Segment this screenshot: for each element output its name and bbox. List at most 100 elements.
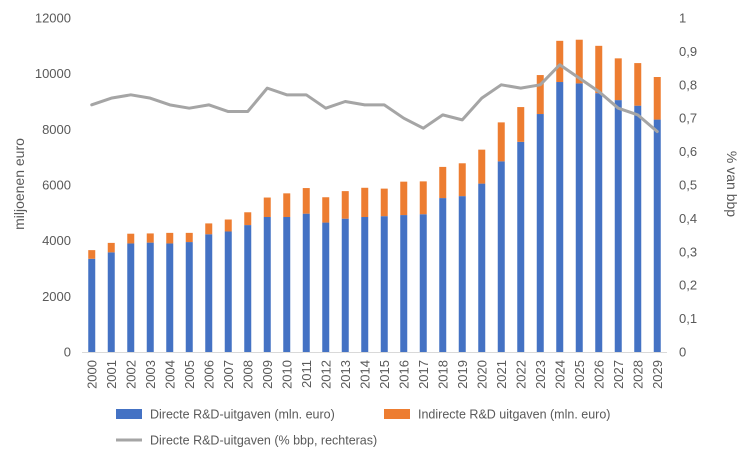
x-tick-label: 2011 bbox=[299, 360, 314, 388]
bar-indirect bbox=[614, 58, 622, 101]
plot-area: 02000400060008000100001200000,10,20,30,4… bbox=[35, 11, 697, 389]
bar-direct bbox=[400, 215, 408, 352]
x-tick-label: 2015 bbox=[377, 360, 392, 389]
x-tick-label: 2019 bbox=[455, 360, 470, 389]
bar-direct bbox=[341, 218, 349, 352]
y-axis-title: miljoenen euro bbox=[11, 138, 27, 230]
x-tick-label: 2004 bbox=[162, 360, 177, 389]
bar-indirect bbox=[497, 122, 505, 162]
bar-direct bbox=[634, 105, 642, 352]
bar-indirect bbox=[595, 45, 603, 94]
x-tick-label: 2013 bbox=[338, 360, 353, 389]
x-tick-label: 2001 bbox=[104, 360, 119, 389]
legend-label: Directe R&D-uitgaven (% bbp, rechteras) bbox=[150, 434, 377, 448]
y-tick-label: 8000 bbox=[42, 122, 71, 137]
x-tick-label: 2008 bbox=[240, 360, 255, 389]
x-tick-label: 2022 bbox=[513, 360, 528, 389]
x-tick-label: 2029 bbox=[650, 360, 665, 389]
bar-direct bbox=[263, 217, 271, 352]
y2-tick-label: 0,4 bbox=[679, 211, 697, 226]
bar-direct bbox=[536, 114, 544, 352]
bar-indirect bbox=[185, 232, 193, 243]
bar-direct bbox=[107, 252, 115, 352]
bar-direct bbox=[127, 243, 135, 352]
y-tick-label: 0 bbox=[64, 345, 71, 360]
bar-direct bbox=[575, 83, 583, 352]
bar-indirect bbox=[205, 223, 213, 235]
legend-label: Directe R&D-uitgaven (mln. euro) bbox=[150, 408, 335, 422]
x-tick-label: 2006 bbox=[201, 360, 216, 389]
bar-indirect bbox=[107, 242, 115, 253]
x-tick-label: 2002 bbox=[123, 360, 138, 389]
bar-indirect bbox=[224, 219, 232, 232]
y2-tick-label: 0,3 bbox=[679, 244, 697, 259]
x-tick-label: 2014 bbox=[357, 360, 372, 389]
x-tick-label: 2003 bbox=[143, 360, 158, 389]
y2-tick-label: 0,1 bbox=[679, 311, 697, 326]
bar-indirect bbox=[380, 188, 388, 217]
y2-tick-label: 0,6 bbox=[679, 144, 697, 159]
bar-direct bbox=[614, 100, 622, 352]
x-tick-label: 2027 bbox=[611, 360, 626, 389]
x-tick-label: 2024 bbox=[552, 360, 567, 389]
bar-indirect bbox=[400, 181, 408, 216]
y2-tick-label: 0,7 bbox=[679, 111, 697, 126]
x-tick-label: 2012 bbox=[318, 360, 333, 389]
bar-indirect bbox=[88, 250, 96, 259]
legend-label: Indirecte R&D uitgaven (mln. euro) bbox=[418, 408, 610, 422]
bar-direct bbox=[478, 183, 486, 352]
bar-indirect bbox=[478, 149, 486, 184]
y-tick-label: 10000 bbox=[35, 66, 71, 81]
bar-direct bbox=[302, 213, 310, 352]
bar-direct bbox=[283, 217, 291, 352]
bar-indirect bbox=[166, 232, 174, 244]
bar-indirect bbox=[146, 233, 154, 243]
bar-direct bbox=[244, 225, 252, 352]
bar-indirect bbox=[283, 193, 291, 218]
bar-indirect bbox=[575, 39, 583, 84]
y2-tick-label: 0 bbox=[679, 345, 686, 360]
legend-swatch bbox=[384, 409, 410, 419]
bar-indirect bbox=[556, 40, 564, 83]
x-tick-label: 2028 bbox=[630, 360, 645, 389]
y2-tick-label: 0,5 bbox=[679, 178, 697, 193]
bar-indirect bbox=[322, 197, 330, 223]
bar-direct bbox=[166, 243, 174, 352]
y-tick-label: 4000 bbox=[42, 233, 71, 248]
bar-direct bbox=[146, 242, 154, 352]
bar-direct bbox=[419, 214, 427, 352]
bar-direct bbox=[497, 161, 505, 352]
bar-direct bbox=[224, 231, 232, 352]
y-tick-label: 12000 bbox=[35, 11, 71, 26]
x-tick-label: 2018 bbox=[435, 360, 450, 389]
bar-indirect bbox=[302, 188, 310, 214]
bar-indirect bbox=[127, 233, 135, 244]
bar-direct bbox=[517, 141, 525, 352]
x-tick-label: 2010 bbox=[279, 360, 294, 389]
bar-indirect bbox=[458, 163, 466, 197]
legend-swatch bbox=[116, 409, 142, 419]
bar-direct bbox=[653, 119, 661, 352]
bar-direct bbox=[458, 196, 466, 352]
x-tick-label: 2007 bbox=[221, 360, 236, 389]
bar-indirect bbox=[634, 63, 642, 106]
x-tick-label: 2017 bbox=[416, 360, 431, 389]
x-tick-label: 2016 bbox=[396, 360, 411, 389]
bar-indirect bbox=[361, 187, 369, 217]
legend: Directe R&D-uitgaven (mln. euro) Indirect… bbox=[116, 408, 610, 448]
x-tick-label: 2020 bbox=[474, 360, 489, 389]
x-tick-label: 2023 bbox=[533, 360, 548, 389]
y2-tick-label: 0,2 bbox=[679, 278, 697, 293]
line-gdp-share bbox=[90, 63, 659, 134]
bar-direct bbox=[595, 93, 603, 353]
bar-indirect bbox=[439, 166, 447, 199]
x-tick-label: 2025 bbox=[572, 360, 587, 389]
bar-direct bbox=[361, 217, 369, 352]
bar-direct bbox=[380, 216, 388, 352]
x-tick-label: 2026 bbox=[591, 360, 606, 389]
bar-indirect bbox=[341, 191, 349, 219]
y-tick-label: 6000 bbox=[42, 178, 71, 193]
bar-direct bbox=[439, 198, 447, 352]
bar-indirect bbox=[263, 197, 271, 218]
